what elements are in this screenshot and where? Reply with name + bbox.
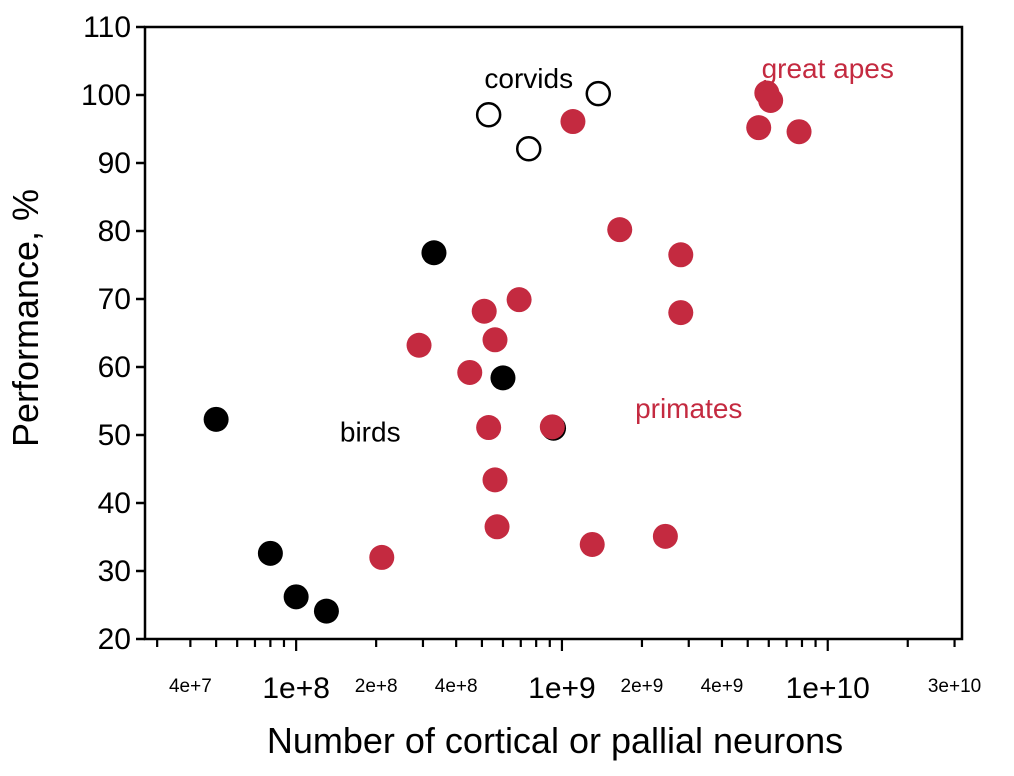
annotation-birds: birds: [340, 417, 401, 448]
y-axis-label: Performance, %: [5, 189, 46, 447]
primates-point: [484, 514, 510, 540]
y-tick-label: 90: [98, 147, 131, 180]
birds-point: [283, 584, 309, 610]
primates-point: [758, 87, 784, 113]
y-tick-label: 30: [98, 555, 131, 588]
corvids-point: [475, 101, 502, 128]
corvids-point: [585, 80, 612, 107]
primates-point: [668, 300, 694, 326]
primates-point: [471, 298, 497, 324]
birds-point: [257, 540, 283, 566]
x-tick-label: 4e+8: [435, 676, 478, 697]
series-primates: [369, 80, 812, 570]
primates-point: [506, 287, 532, 313]
annotation-primates: primates: [635, 393, 742, 424]
primates-point: [607, 217, 633, 243]
annotation-corvids: corvids: [484, 63, 573, 94]
data-points: [203, 80, 812, 624]
x-tick-label: 2e+9: [621, 676, 664, 697]
series-corvids: [475, 80, 612, 162]
x-tick-label: 4e+7: [169, 676, 212, 697]
primates-point: [746, 115, 772, 141]
birds-point: [490, 365, 516, 391]
primates-point: [406, 332, 432, 358]
primates-point: [476, 415, 502, 441]
primates-point: [560, 109, 586, 135]
x-axis-label: Number of cortical or pallial neurons: [267, 720, 843, 761]
y-tick-label: 110: [83, 11, 131, 44]
plot-frame: [143, 25, 964, 641]
primates-point: [539, 414, 565, 440]
primates-point: [482, 327, 508, 353]
annotations: corvids great apes birds primates: [340, 53, 894, 448]
y-tick-label: 20: [98, 623, 131, 656]
y-tick-label: 50: [98, 419, 131, 452]
birds-point: [203, 406, 229, 432]
primates-point: [482, 467, 508, 493]
y-tick-label: 70: [98, 283, 131, 316]
axes: 20 30 40 50 60 70 80 90 100 110 4e+7 1e+8 2e+8 4e+8 1e…: [81, 11, 981, 705]
y-tick-label: 60: [98, 351, 131, 384]
primates-point: [579, 531, 605, 557]
y-tick-label: 100: [81, 79, 131, 112]
y-tick-label: 40: [98, 487, 131, 520]
birds-point: [421, 240, 447, 266]
primates-point: [786, 119, 812, 145]
x-tick-label: 2e+8: [355, 676, 398, 697]
primates-point: [652, 523, 678, 549]
corvids-point: [515, 135, 542, 162]
x-tick-label: 1e+8: [262, 672, 330, 705]
primates-point: [668, 242, 694, 268]
birds-point: [313, 598, 339, 624]
x-tick-label: 4e+9: [701, 676, 744, 697]
primates-point: [457, 359, 483, 385]
y-tick-label: 80: [98, 215, 131, 248]
x-tick-label: 3e+10: [928, 676, 981, 697]
x-tick-label: 1e+10: [786, 672, 870, 705]
primates-point: [369, 544, 395, 570]
x-tick-label: 1e+9: [528, 672, 596, 705]
annotation-great-apes: great apes: [762, 53, 894, 84]
